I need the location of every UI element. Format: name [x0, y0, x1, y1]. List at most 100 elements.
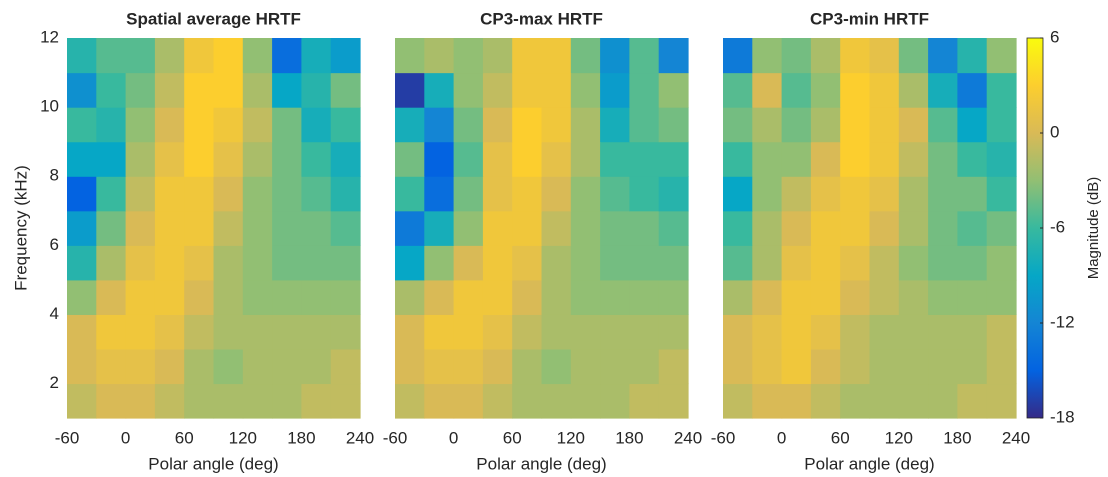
heatmap-cell [67, 107, 97, 143]
heatmap-cell [301, 210, 332, 246]
heatmap-cell [272, 245, 302, 281]
heatmap-cell [242, 314, 273, 350]
heatmap-cell [752, 314, 783, 350]
heatmap-cell [658, 107, 689, 143]
heatmap-cell [752, 383, 783, 419]
heatmap-cell [125, 107, 156, 143]
heatmap-cell [541, 279, 572, 315]
heatmap-cell [272, 107, 302, 143]
heatmap-cell [125, 176, 156, 212]
heatmap-cell [213, 383, 244, 419]
heatmap-cell [752, 107, 783, 143]
heatmap-cell [482, 107, 513, 143]
colorbar-tick-label: -18 [1050, 407, 1075, 426]
heatmap-cell [869, 141, 900, 177]
heatmap-cell [629, 210, 660, 246]
heatmap-cell [928, 141, 958, 177]
heatmap-cell [629, 383, 660, 419]
heatmap-cell [752, 279, 783, 315]
heatmap-cell [96, 176, 127, 212]
heatmap-cell [301, 72, 332, 108]
heatmap-cell [512, 141, 543, 177]
heatmap-cell [96, 72, 127, 108]
heatmap-cell [723, 348, 753, 385]
heatmap-cell [752, 348, 783, 385]
heatmap-cell [482, 176, 513, 212]
heatmap-cell [658, 279, 689, 315]
heatmap-cell [395, 348, 425, 385]
heatmap-cell [840, 141, 871, 177]
heatmap-cell [424, 314, 455, 350]
heatmap-cell [512, 314, 543, 350]
heatmap-cell [986, 107, 1017, 143]
heatmap-cell [658, 72, 689, 108]
heatmap-cell [453, 314, 484, 350]
heatmap-cell [629, 141, 660, 177]
heatmap-cell [512, 107, 543, 143]
heatmap-cell [928, 279, 958, 315]
heatmap-cell [810, 72, 841, 108]
heatmap-cell [184, 210, 215, 246]
heatmap-cell [213, 348, 244, 385]
heatmap-cell [600, 38, 630, 74]
heatmap-cell [512, 176, 543, 212]
heatmap-cell [629, 38, 660, 74]
heatmap-cell [723, 107, 753, 143]
heatmap-cell [67, 72, 97, 108]
y-tick-label: 12 [40, 27, 59, 46]
heatmap-cell [781, 348, 812, 385]
heatmap-cell [67, 314, 97, 350]
heatmap-cell [898, 383, 929, 419]
heatmap-cell [840, 176, 871, 212]
heatmap-cell [570, 210, 601, 246]
heatmap-cell [424, 38, 455, 74]
y-tick-label: 10 [40, 97, 59, 116]
heatmap-cell [154, 210, 185, 246]
heatmap-cell [840, 314, 871, 350]
heatmap-cell [67, 176, 97, 212]
heatmap-cell [840, 245, 871, 281]
heatmap-cell [272, 348, 302, 385]
heatmap-cell [272, 314, 302, 350]
heatmap-cell [512, 210, 543, 246]
heatmap-cell [898, 210, 929, 246]
heatmap-cell [629, 245, 660, 281]
x-tick-label: 0 [777, 428, 786, 447]
heatmap-cell [928, 210, 958, 246]
heatmap-cell [781, 107, 812, 143]
heatmap-cell [154, 107, 185, 143]
x-tick-label: 240 [1002, 428, 1030, 447]
heatmap-cell [330, 348, 361, 385]
heatmap-cell [213, 107, 244, 143]
heatmap-cell [272, 38, 302, 74]
heatmap-cell [541, 245, 572, 281]
heatmap-cell [752, 38, 783, 74]
heatmap-cell [154, 348, 185, 385]
heatmap-cell [301, 141, 332, 177]
heatmap-cell [330, 38, 361, 74]
heatmap-cell [67, 279, 97, 315]
heatmap-cell [600, 383, 630, 419]
heatmap-cell [840, 383, 871, 419]
heatmap-cell [541, 210, 572, 246]
heatmap-cell [570, 314, 601, 350]
heatmap-cell [869, 348, 900, 385]
heatmap-cell [898, 348, 929, 385]
heatmap-cell [840, 107, 871, 143]
heatmap-cell [957, 38, 988, 74]
y-tick-label: 8 [50, 166, 59, 185]
colorbar-tick-label: 0 [1050, 122, 1059, 141]
heatmap-cell [125, 383, 156, 419]
heatmap-cell [96, 38, 127, 74]
heatmap-cell [424, 107, 455, 143]
heatmap-cell [67, 38, 97, 74]
heatmap-cell [810, 314, 841, 350]
heatmap-cell [600, 141, 630, 177]
heatmap-cell [723, 279, 753, 315]
heatmap-cell [96, 348, 127, 385]
heatmap-cell [154, 279, 185, 315]
heatmap-cell [840, 279, 871, 315]
heatmap-cell [395, 72, 425, 108]
heatmap-cell [213, 72, 244, 108]
heatmap-cell [184, 72, 215, 108]
